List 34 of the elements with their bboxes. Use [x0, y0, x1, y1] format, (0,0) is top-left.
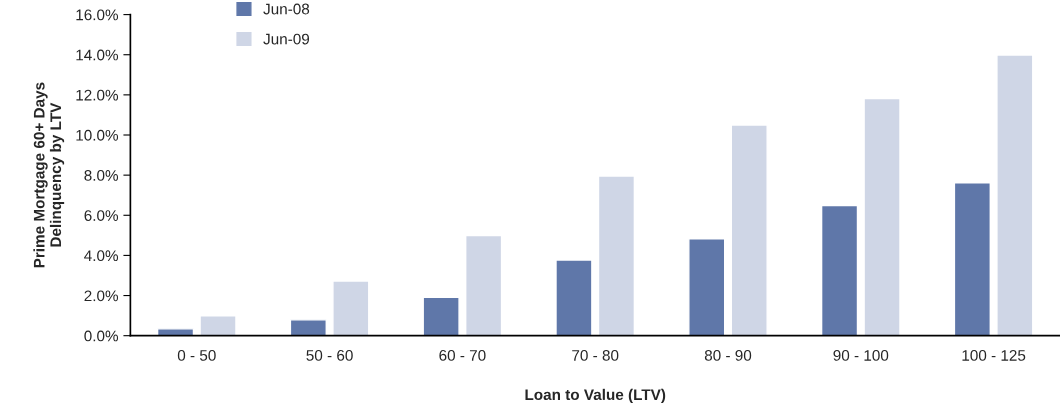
- bar: [156, 328, 195, 336]
- y-tick-label: 10.0%: [76, 129, 119, 141]
- y-axis-title: Prime Mortgage 60+ Days Delinquency by LTV: [33, 82, 65, 268]
- x-tick-label: 80 - 90: [704, 349, 752, 361]
- bar: [953, 182, 991, 336]
- bar: [820, 204, 859, 336]
- bar: [422, 296, 460, 336]
- bar: [332, 280, 370, 336]
- x-tick-label: 60 - 70: [439, 349, 486, 361]
- y-tick-label: 8.0%: [84, 170, 119, 181]
- bar: [996, 54, 1034, 336]
- legend-label: Jun-09: [263, 33, 310, 45]
- bar: [730, 124, 768, 336]
- x-tick-label: 50 - 60: [306, 349, 353, 361]
- legend-label: Jun-08: [263, 3, 310, 15]
- y-tick-label: 16.0%: [76, 9, 119, 21]
- y-tick-label: 6.0%: [84, 210, 119, 221]
- bar: [597, 175, 636, 336]
- x-tick-label: 90 - 100: [833, 349, 889, 361]
- bar: [199, 315, 237, 336]
- y-tick-label: 2.0%: [84, 290, 119, 302]
- y-tick-label: 14.0%: [76, 49, 119, 61]
- y-tick-label: 12.0%: [76, 89, 119, 101]
- x-tick-label: 100 - 125: [962, 349, 1026, 361]
- x-axis-title: Loan to Value (LTV): [525, 388, 666, 404]
- bar: [863, 97, 901, 336]
- x-tick-label: 70 - 80: [572, 349, 619, 361]
- bar: [555, 259, 593, 336]
- y-tick-label: 4.0%: [84, 250, 119, 262]
- x-tick-label: 0 - 50: [177, 349, 216, 361]
- y-tick-label: 0.0%: [84, 330, 119, 342]
- bar: [688, 238, 726, 336]
- bar: [289, 319, 327, 336]
- bar: [465, 234, 503, 336]
